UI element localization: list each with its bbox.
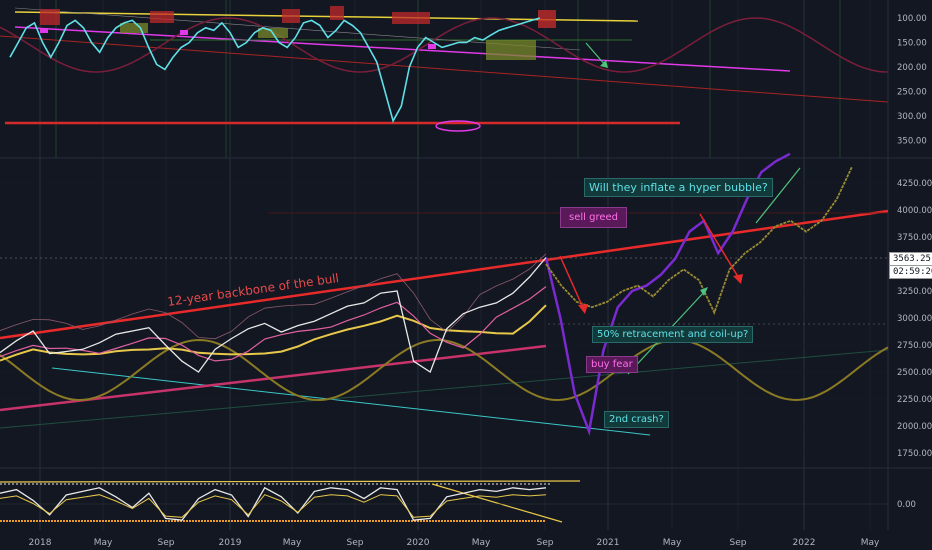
long-term-ma-green — [0, 349, 889, 429]
osc-trend-yellow — [431, 483, 563, 523]
y-tick-label-main: 3250.00 — [897, 287, 932, 297]
y-tick-label-main: 4000.00 — [897, 206, 932, 216]
top-indicator-line — [9, 17, 541, 123]
x-tick-label: 2020 — [407, 538, 430, 548]
y-tick-label-main: 3000.00 — [897, 314, 932, 324]
top-box-green-3 — [486, 40, 536, 60]
top-box-red-1 — [40, 9, 60, 25]
y-tick-label-osc: 0.00 — [897, 500, 916, 510]
osc-top-yellow — [0, 480, 581, 483]
x-tick-label: Sep — [537, 538, 554, 548]
projection-olive — [545, 166, 853, 315]
x-tick-label: 2018 — [29, 538, 52, 548]
top-box-red-2 — [150, 11, 174, 23]
lower-support-trendline — [51, 367, 651, 436]
moving-average-yellow — [0, 304, 547, 362]
x-tick-label: May — [283, 538, 302, 548]
arrow-green-2 — [755, 167, 801, 224]
y-tick-label-main: 2750.00 — [897, 341, 932, 351]
annotation-sell-greed: sell greed — [560, 207, 627, 228]
top-low-ellipse — [435, 120, 481, 132]
top-indicator-panel — [0, 6, 889, 132]
last-price-label: 3563.25 — [889, 252, 932, 266]
annotation-buy-fear: buy fear — [586, 356, 638, 373]
oscillator-line — [0, 486, 547, 521]
x-tick-label: 2022 — [793, 538, 816, 548]
arrow-red-2-head — [733, 274, 743, 284]
x-tick-label: Sep — [158, 538, 175, 548]
y-tick-label-main: 4250.00 — [897, 179, 932, 189]
annotation-hyper-bubble: Will they inflate a hyper bubble? — [584, 178, 773, 197]
x-tick-label: May — [861, 538, 880, 548]
annotation-retracement: 50% retracement and coil-up? — [592, 326, 754, 343]
x-tick-label: 2021 — [597, 538, 620, 548]
top-arrow-shaft — [585, 42, 607, 67]
y-tick-label-main: 1750.00 — [897, 449, 932, 459]
y-tick-label-top: 100.00 — [897, 14, 927, 24]
y-tick-label-main: 2000.00 — [897, 422, 932, 432]
axes: 2018 May Sep 2019 May Sep 2020 May Sep 2021 May Sep… — [29, 14, 932, 548]
x-tick-label: Sep — [347, 538, 364, 548]
top-box-green-1 — [120, 23, 148, 33]
top-box-red-3 — [282, 9, 300, 23]
x-tick-label: Sep — [730, 538, 747, 548]
top-box-red-6 — [538, 10, 556, 28]
y-tick-label-top: 200.00 — [897, 63, 927, 73]
y-tick-label-top: 300.00 — [897, 112, 927, 122]
bollinger-band — [0, 253, 547, 340]
arrow-green-1-head — [700, 287, 708, 296]
price-line — [0, 257, 547, 373]
y-tick-label-main: 2500.00 — [897, 368, 932, 378]
countdown-label: 02:59:20 — [889, 265, 932, 279]
moving-average-pink — [0, 286, 547, 362]
annotation-second-crash: 2nd crash? — [604, 411, 669, 428]
top-trendline-magenta — [14, 26, 791, 72]
top-box-red-5 — [392, 12, 430, 24]
top-marker-1 — [40, 28, 48, 33]
bull-backbone-trendline — [0, 209, 889, 340]
top-channel-line — [14, 7, 581, 51]
arrow-red-1 — [559, 255, 585, 311]
grid-lines — [39, 0, 871, 530]
top-cycle-wave — [0, 17, 889, 73]
y-tick-label-top: 150.00 — [897, 39, 927, 49]
arrow-red-1-head — [578, 304, 588, 314]
top-box-red-4 — [330, 6, 344, 20]
y-tick-label-main: 3750.00 — [897, 233, 932, 243]
top-marker-2 — [180, 30, 188, 35]
x-tick-label: May — [94, 538, 113, 548]
top-marker-3 — [428, 44, 436, 49]
y-tick-label-top: 250.00 — [897, 88, 927, 98]
x-tick-label: 2019 — [219, 538, 242, 548]
x-tick-label: May — [472, 538, 491, 548]
top-arrow-head — [600, 60, 608, 68]
oscillator-panel — [0, 480, 888, 523]
y-tick-label-main: 2250.00 — [897, 395, 932, 405]
x-tick-label: May — [663, 538, 682, 548]
y-tick-label-top: 350.00 — [897, 137, 927, 147]
oscillator-signal — [0, 494, 547, 518]
arrow-red-2 — [699, 213, 741, 281]
